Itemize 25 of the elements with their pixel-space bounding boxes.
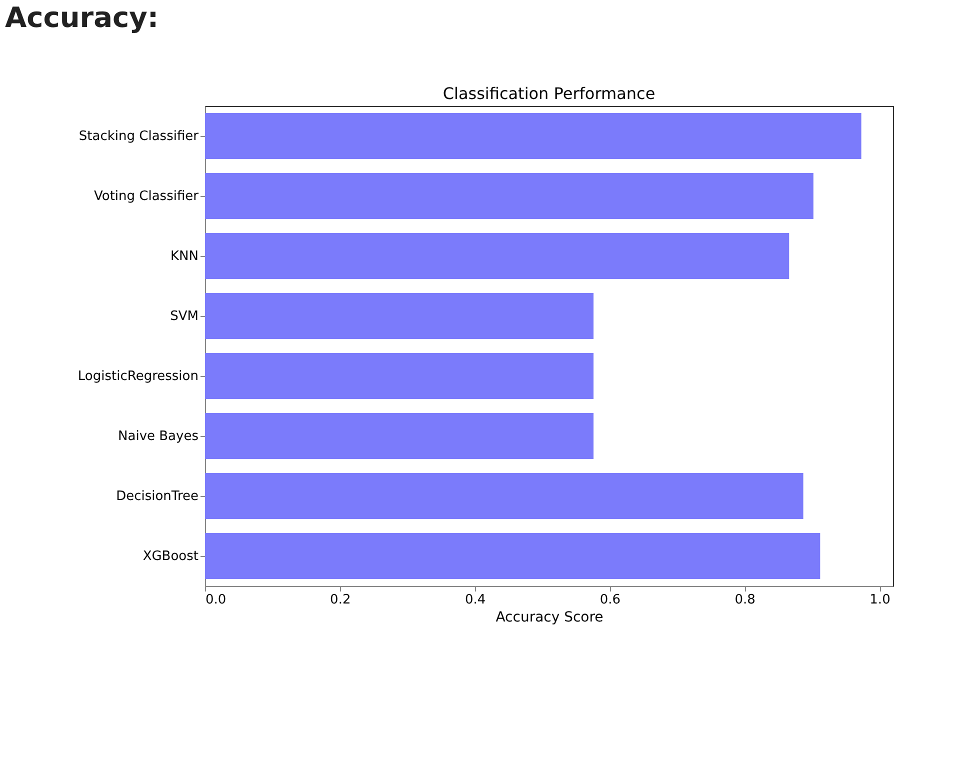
bar (205, 473, 804, 519)
chart-title: Classification Performance (442, 84, 656, 103)
y-tick-label: XGBoost (142, 549, 198, 564)
bar (205, 413, 594, 459)
y-tick-label: SVM (170, 309, 198, 324)
bar (205, 533, 820, 579)
y-tick-label: Stacking Classifier (78, 129, 200, 144)
bar (205, 113, 862, 159)
y-tick-label: Voting Classifier (94, 189, 200, 204)
x-tick-label: 1.0 (870, 592, 890, 608)
y-tick-label: Naive Bayes (118, 429, 199, 444)
x-tick-label: 0.8 (734, 592, 756, 608)
y-tick-label: DecisionTree (116, 489, 198, 504)
x-tick-label: 0.0 (206, 592, 226, 608)
bar (205, 173, 814, 219)
x-tick-label: 0.4 (464, 592, 486, 608)
y-tick-label: LogisticRegression (78, 369, 198, 384)
bar (205, 293, 594, 339)
y-tick-label: KNN (170, 249, 198, 264)
x-tick-label: 0.6 (600, 592, 621, 608)
bar (205, 353, 594, 399)
text: Accuracy: (5, 1, 159, 34)
bar (205, 233, 790, 279)
x-tick-label: 0.2 (330, 592, 351, 608)
x-axis-title: Accuracy Score (496, 610, 604, 626)
